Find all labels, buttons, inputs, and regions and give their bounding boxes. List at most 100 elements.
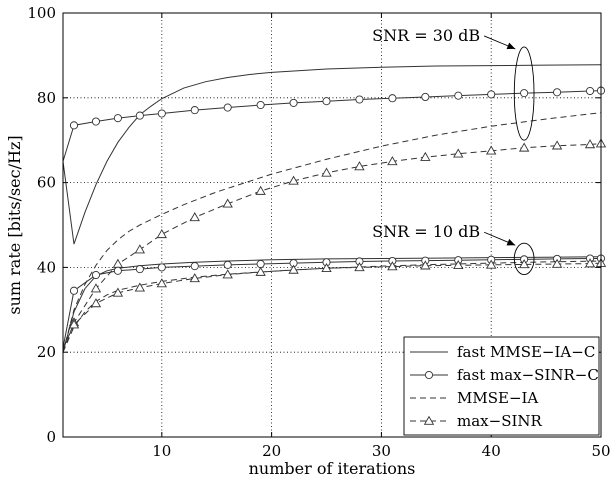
circle-marker: [585, 86, 595, 96]
x-axis-label: number of iterations: [249, 459, 416, 478]
triangle-marker: [486, 259, 497, 269]
circle-marker: [135, 265, 144, 274]
triangle-marker: [112, 287, 124, 297]
triangle-marker: [156, 229, 167, 239]
triangle-marker: [222, 198, 233, 208]
triangle-marker: [90, 298, 102, 308]
annotation-ellipse: [513, 46, 535, 141]
series-path: [62, 64, 602, 245]
triangle-marker: [189, 273, 200, 283]
series-line: [62, 112, 602, 353]
circle-marker: [322, 97, 331, 106]
circle-marker: [256, 259, 265, 269]
y-tick-label: 0: [46, 428, 56, 446]
triangle-marker: [156, 278, 167, 288]
circle-marker: [69, 121, 79, 130]
annotation-arrowhead: [506, 238, 516, 246]
circle-marker: [190, 262, 199, 271]
tick-labels: 10 20 30 40 50 0 20 40 60 80 100: [27, 4, 610, 460]
circle-marker: [157, 263, 166, 272]
triangle-marker: [189, 212, 200, 222]
circle-marker: [487, 90, 496, 99]
triangle-marker: [112, 258, 124, 268]
triangle-marker: [453, 148, 464, 158]
legend-label: fast MMSE−IA−C: [457, 343, 595, 361]
y-tick-label: 40: [37, 258, 56, 276]
circle-marker: [388, 94, 397, 103]
legend-entry: max−SINR: [410, 412, 543, 430]
legend-entry: fast max−SINR−C: [410, 366, 599, 384]
series-line: [62, 257, 607, 349]
y-tick-label: 100: [27, 4, 56, 22]
triangle-marker: [486, 145, 497, 155]
circle-marker: [113, 266, 122, 275]
triangle-marker: [420, 151, 431, 161]
x-tick-label: 40: [482, 442, 501, 460]
annotation-label: SNR = 30 dB: [372, 26, 480, 45]
annotation-ellipse: [513, 242, 535, 276]
series-path: [62, 258, 601, 349]
y-axis-label: sum rate [bits/sec/Hz]: [5, 135, 24, 314]
triangle-marker: [518, 142, 530, 152]
circle-marker: [135, 111, 144, 120]
legend-label: MMSE−IA: [457, 389, 538, 407]
snr-annotation: SNR = 30 dB: [372, 26, 535, 141]
snr-annotation: SNR = 10 dB: [372, 222, 535, 276]
series-line: [62, 138, 607, 353]
triangle-marker: [90, 283, 102, 293]
y-tick-label: 80: [37, 89, 56, 107]
snr-annotations: SNR = 30 dB SNR = 10 dB: [372, 26, 535, 276]
triangle-marker: [551, 258, 563, 268]
series-path: [62, 112, 602, 353]
triangle-marker: [68, 319, 80, 329]
circle-marker: [553, 88, 562, 97]
x-tick-label: 10: [152, 442, 171, 460]
series-line: [62, 254, 606, 349]
y-tick-label: 60: [37, 174, 56, 192]
x-tick-label: 20: [262, 442, 281, 460]
circle-marker: [223, 260, 232, 269]
circle-marker: [91, 117, 100, 126]
legend-label: fast max−SINR−C: [457, 366, 599, 384]
x-tick-label: 50: [591, 442, 610, 460]
circle-marker: [454, 91, 463, 100]
circle-marker: [421, 92, 430, 102]
triangle-marker: [222, 269, 233, 279]
triangle-marker: [518, 259, 530, 269]
series-path: [62, 143, 602, 353]
series-layer: [62, 64, 607, 353]
circle-marker: [113, 114, 122, 123]
legend: fast MMSE−IA−C fast max−SINR−C MMSE−IA max−…: [403, 336, 600, 436]
triangle-marker: [134, 282, 146, 292]
circle-marker: [289, 98, 298, 107]
annotation-arrowhead: [506, 42, 516, 50]
y-tick-label: 20: [37, 343, 56, 361]
triangle-marker: [423, 415, 435, 425]
circle-marker: [256, 100, 265, 110]
circle-marker: [69, 286, 79, 295]
legend-label: max−SINR: [457, 412, 543, 430]
triangle-marker: [321, 262, 332, 272]
plot-frame: [62, 12, 602, 438]
triangle-marker: [387, 156, 398, 166]
circle-marker: [424, 370, 434, 380]
triangle-marker: [387, 261, 398, 271]
triangle-marker: [288, 264, 299, 274]
legend-entry: MMSE−IA: [410, 389, 538, 407]
triangle-marker: [255, 266, 266, 276]
series-line: [62, 64, 602, 245]
series-line: [62, 86, 606, 162]
triangle-marker: [584, 258, 596, 268]
circle-marker: [223, 103, 232, 112]
legend-entry: fast MMSE−IA−C: [410, 343, 595, 361]
legend-box: [403, 336, 600, 436]
triangle-marker: [420, 260, 431, 270]
triangle-marker: [321, 167, 332, 177]
triangle-marker: [354, 161, 365, 171]
circle-marker: [355, 95, 364, 104]
circle-marker: [520, 89, 529, 98]
triangle-marker: [551, 140, 563, 150]
circle-marker: [91, 270, 100, 280]
triangle-marker: [255, 185, 266, 195]
